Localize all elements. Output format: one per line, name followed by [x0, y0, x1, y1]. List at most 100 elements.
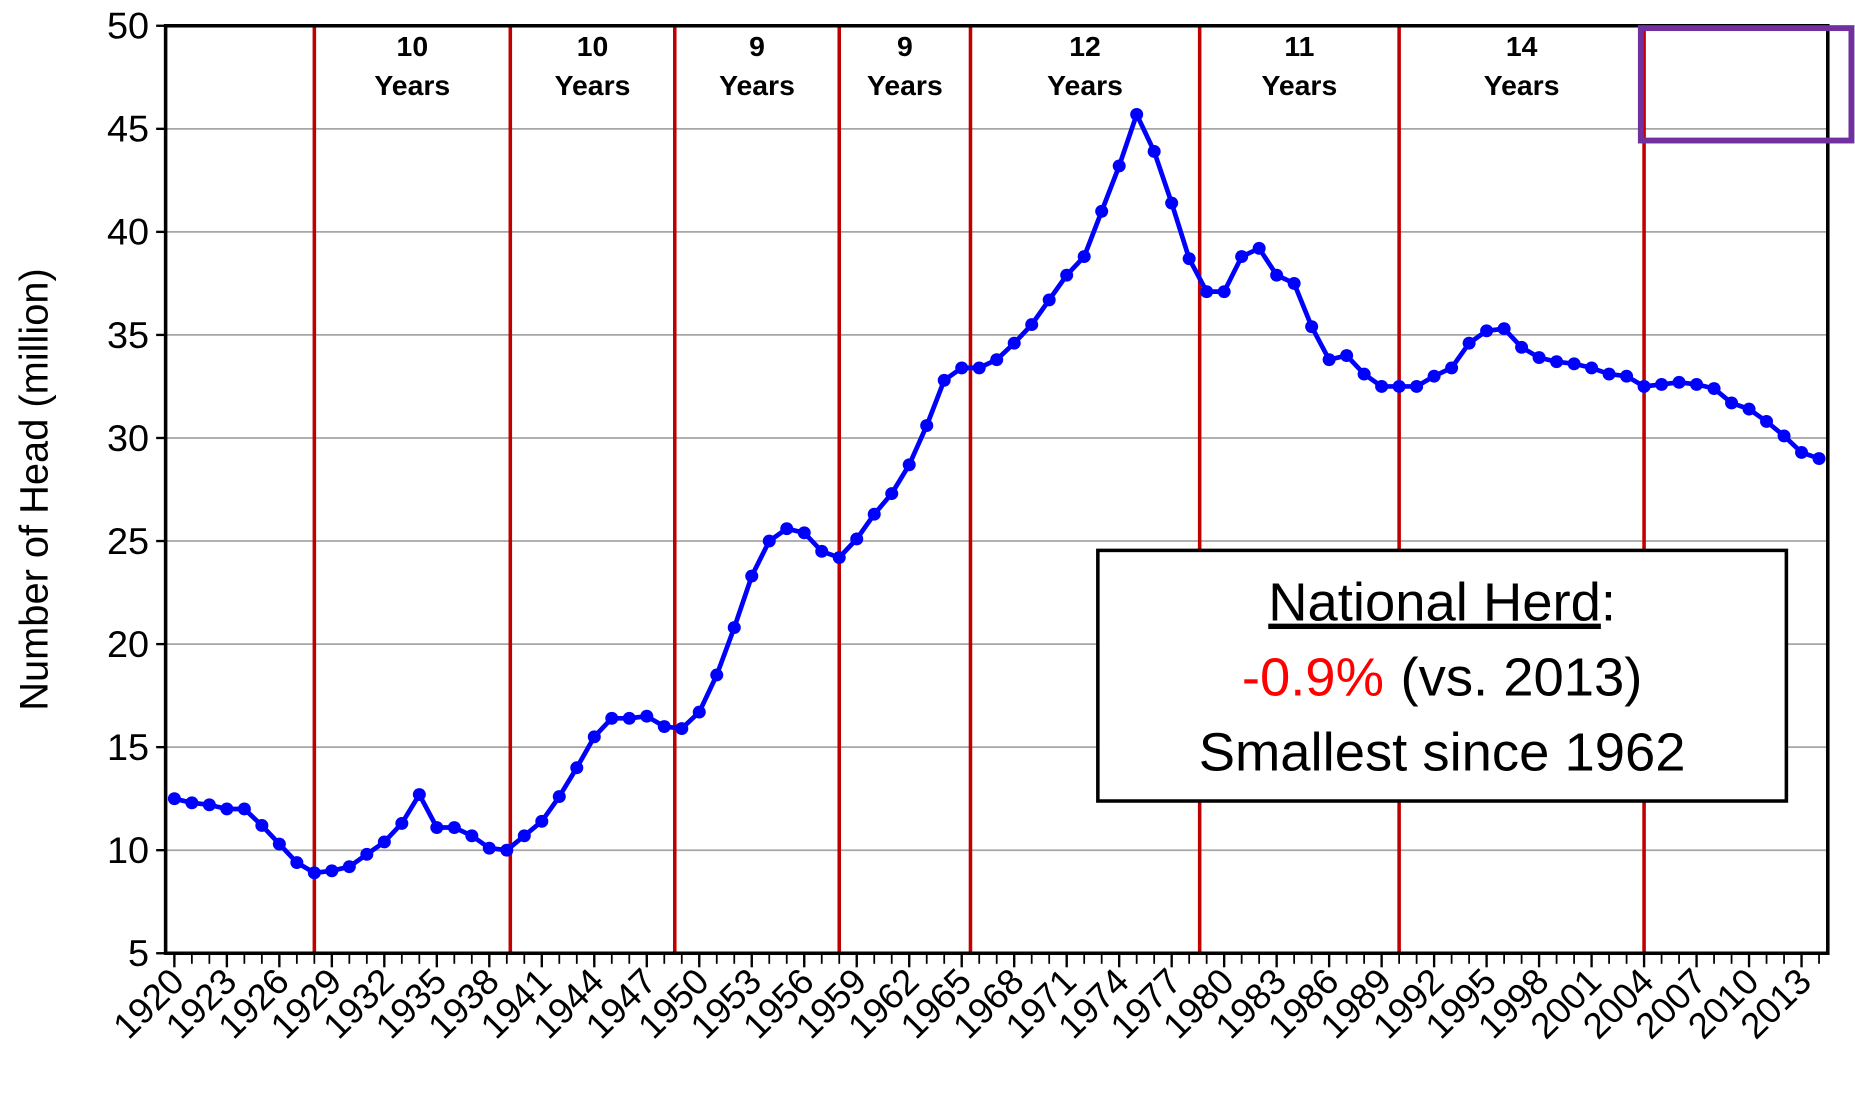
data-point: [1532, 351, 1546, 365]
data-point: [220, 802, 234, 816]
data-point: [972, 361, 986, 375]
data-point: [325, 864, 339, 878]
cycle-unit: Years: [1262, 69, 1338, 101]
data-point: [1182, 252, 1196, 266]
data-point: [762, 534, 776, 548]
data-point: [1287, 276, 1301, 290]
data-point: [1357, 367, 1371, 381]
data-point: [1725, 396, 1739, 410]
callout-change-line: -0.9% (vs. 2013): [1242, 648, 1643, 708]
data-point: [1795, 445, 1809, 459]
data-point: [1112, 159, 1126, 173]
data-point: [1655, 377, 1669, 391]
data-point: [1567, 357, 1581, 371]
callout-heading: National Herd:: [1268, 573, 1616, 633]
data-point: [255, 819, 269, 832]
data-point: [552, 790, 566, 804]
data-point: [1427, 369, 1441, 383]
cycle-unit: Years: [555, 69, 631, 101]
data-point: [1130, 107, 1144, 121]
data-point: [447, 821, 461, 834]
cycle-unit: Years: [1047, 69, 1123, 101]
data-point: [622, 711, 636, 725]
data-point: [1672, 375, 1686, 389]
data-point: [1707, 382, 1721, 395]
data-point: [1760, 415, 1774, 428]
y-axis-label: Number of Head (million): [12, 268, 56, 710]
cycle-unit: Years: [719, 69, 795, 101]
data-point: [727, 621, 741, 635]
data-point: [482, 841, 496, 855]
data-point: [517, 829, 531, 843]
cycle-length: 14: [1506, 30, 1538, 62]
y-tick-label: 25: [107, 520, 149, 562]
data-point: [937, 373, 951, 387]
data-point: [1340, 349, 1354, 362]
data-point: [1322, 353, 1336, 367]
y-tick-label: 30: [107, 417, 149, 459]
cycle-length: 9: [749, 30, 765, 62]
callout-comparison: (vs. 2013): [1401, 648, 1643, 708]
data-point: [1095, 204, 1109, 218]
data-point: [1270, 268, 1284, 282]
data-point: [307, 866, 321, 880]
data-point: [412, 788, 426, 801]
cycle-length: 10: [577, 30, 609, 62]
data-point: [377, 835, 391, 849]
data-point: [395, 816, 409, 830]
callout-change: -0.9%: [1242, 648, 1384, 708]
data-point: [500, 843, 514, 857]
data-point: [185, 796, 199, 810]
callout-box: [1096, 548, 1789, 803]
data-point: [360, 847, 374, 861]
data-point: [1375, 380, 1389, 393]
data-point: [815, 544, 829, 558]
data-point: [885, 487, 899, 501]
data-point: [1392, 380, 1406, 393]
y-tick-label: 20: [107, 623, 149, 665]
data-point: [1217, 285, 1231, 299]
data-point: [1007, 336, 1021, 350]
data-point: [465, 829, 479, 843]
cycle-length: 10: [397, 30, 429, 62]
data-point: [1585, 361, 1599, 375]
highlight-box: [1637, 25, 1855, 144]
cycle-unit: Years: [867, 69, 943, 101]
callout-colon: :: [1601, 573, 1616, 633]
cycle-unit: Years: [1484, 69, 1560, 101]
data-point: [745, 569, 759, 583]
data-point: [1777, 429, 1791, 443]
data-point: [605, 711, 619, 725]
cycle-length: 12: [1069, 30, 1101, 62]
data-point: [570, 761, 584, 775]
data-point: [1410, 380, 1424, 393]
y-tick-label: 15: [107, 726, 149, 768]
data-point: [1200, 285, 1214, 299]
data-point: [692, 705, 706, 719]
data-point: [1445, 361, 1459, 375]
y-tick-label: 35: [107, 314, 149, 356]
data-point: [1235, 250, 1249, 264]
data-point: [675, 722, 689, 736]
data-point: [955, 361, 969, 375]
data-point: [430, 821, 444, 834]
data-point: [587, 730, 601, 744]
data-point: [1077, 250, 1091, 264]
data-point: [342, 860, 356, 874]
data-point: [202, 798, 216, 812]
callout-heading-text: National Herd: [1268, 573, 1601, 633]
data-point: [1305, 320, 1319, 334]
data-point: [850, 532, 864, 546]
data-point: [1165, 196, 1179, 210]
data-point: [902, 458, 916, 472]
y-tick-label: 5: [128, 932, 149, 974]
callout-note: Smallest since 1962: [1199, 723, 1686, 783]
cycle-length: 11: [1284, 30, 1314, 62]
data-point: [1252, 241, 1266, 255]
data-point: [535, 814, 549, 828]
y-tick-label: 10: [107, 829, 149, 871]
marks: [167, 25, 1826, 954]
data-point: [290, 856, 304, 870]
data-point: [1060, 268, 1074, 282]
